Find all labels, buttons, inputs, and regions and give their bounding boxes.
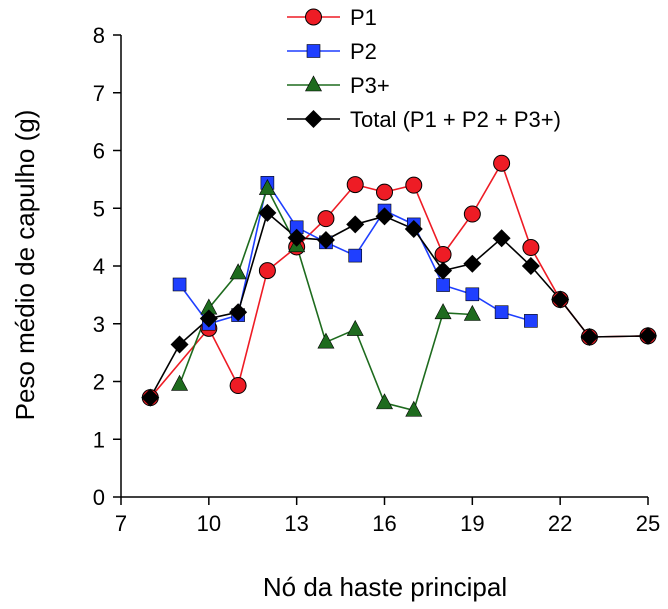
series-1-point (376, 183, 393, 201)
series-4-point (258, 203, 277, 222)
series-2-point (172, 277, 187, 292)
series-3-point (376, 393, 393, 410)
x-tick-label: 19 (460, 511, 484, 536)
series-1-point (463, 205, 481, 223)
series-2-point (436, 278, 450, 292)
series-2-point (494, 305, 509, 320)
x-tick-label: 7 (115, 511, 127, 536)
y-tick-label: 0 (93, 485, 105, 510)
x-tick-label: 16 (372, 511, 396, 536)
series-1-point (258, 262, 276, 280)
legend-item-1-label: P1 (350, 5, 377, 30)
series-1-line (149, 161, 649, 399)
legend-item-4-marker (304, 110, 323, 128)
x-tick-label: 13 (284, 511, 308, 536)
series-1-point (317, 210, 335, 228)
series-1-point (493, 154, 511, 172)
series-4-point (639, 326, 657, 345)
series-4-point (199, 309, 218, 328)
y-tick-label: 4 (93, 254, 105, 279)
x-tick-label: 25 (636, 511, 660, 536)
series-1-point (405, 176, 423, 194)
series-4-point (404, 220, 423, 239)
y-tick-label: 7 (93, 81, 105, 106)
series-4-point (463, 254, 482, 273)
series-4-point (551, 290, 570, 309)
series-4-point (492, 229, 511, 248)
legend-item-4-label: Total (P1 + P2 + P3+) (350, 107, 561, 132)
series-lines (149, 161, 649, 412)
series-3-point (171, 374, 189, 391)
series-4-point (229, 303, 248, 322)
x-tick-label: 10 (197, 511, 221, 536)
series-1-point (434, 245, 452, 263)
series-3-point (229, 263, 247, 280)
y-tick-label: 8 (93, 23, 105, 48)
series-2-point (524, 314, 538, 328)
y-tick-label: 2 (93, 370, 105, 395)
series-3-point (258, 178, 276, 195)
series-3-point (405, 400, 423, 417)
series-4-point (580, 328, 599, 347)
x-axis-title: Nó da haste principal (263, 572, 507, 602)
axes: 0 1 2 3 4 5 6 7 8 7 10 13 16 19 22 25 (93, 23, 660, 536)
legend-item-2-label: P2 (350, 39, 377, 64)
series-4-point (141, 388, 160, 407)
series-2-point (348, 248, 363, 263)
y-tick-label: 3 (93, 312, 105, 337)
series-3-point (346, 319, 364, 336)
legend-item-2-marker (306, 44, 321, 58)
series-1-point (346, 176, 364, 194)
y-axis-title: Peso médio de capulho (g) (10, 110, 40, 421)
series-4-point (346, 215, 365, 234)
series-4-point (521, 257, 540, 275)
series-4-point (375, 207, 394, 226)
series-4-point (434, 261, 453, 280)
series-3-point (317, 332, 335, 349)
series-4-line (149, 211, 649, 399)
series-4-point (316, 231, 335, 250)
y-tick-label: 1 (93, 427, 105, 452)
series-2-point (465, 287, 480, 302)
series-1-point (522, 239, 540, 257)
y-tick-label: 5 (93, 196, 105, 221)
series-1-point (229, 377, 247, 395)
series-3-point (463, 304, 481, 321)
legend: P1 P2 P3+ Total (P1 + P2 + P3+) (287, 5, 561, 132)
x-tick-label: 22 (548, 511, 572, 536)
legend-item-3-label: P3+ (350, 73, 390, 98)
legend-item-3-marker (305, 75, 322, 92)
legend-item-1-marker (305, 8, 322, 26)
series-4-point (287, 228, 306, 247)
series-4-point (170, 335, 189, 354)
y-tick-label: 6 (93, 139, 105, 164)
series-3-point (434, 303, 452, 320)
series-markers (141, 154, 657, 417)
